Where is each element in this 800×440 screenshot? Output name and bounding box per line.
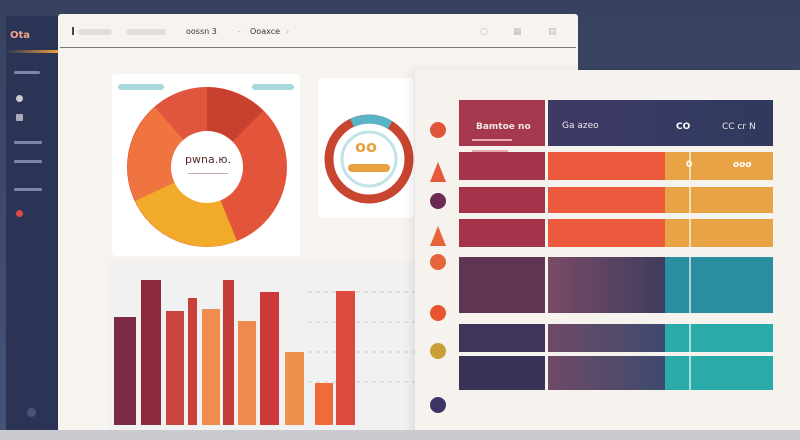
header-label: CO xyxy=(676,122,691,132)
header-label: Ga azeo xyxy=(562,121,599,131)
bar-5 xyxy=(202,309,220,425)
column-divider xyxy=(689,324,691,352)
table-cell[interactable] xyxy=(665,187,773,213)
breadcrumb-chevron: › xyxy=(286,27,290,36)
table-cell[interactable] xyxy=(665,152,773,180)
header-divider xyxy=(60,47,576,48)
minus-icon xyxy=(430,305,446,321)
ring-segment xyxy=(350,114,393,129)
column-divider xyxy=(689,152,691,180)
table-cell[interactable] xyxy=(548,324,665,352)
orb-icon xyxy=(430,193,446,209)
cell-value: ooo xyxy=(733,160,752,170)
sidebar-item[interactable] xyxy=(14,188,42,191)
tab-placeholder[interactable] xyxy=(78,29,112,35)
table-cell[interactable] xyxy=(665,324,773,352)
table-cell[interactable] xyxy=(459,152,545,180)
sidebar xyxy=(6,16,58,440)
bar-1 xyxy=(114,317,136,425)
sidebar-item-icon[interactable] xyxy=(16,114,23,121)
table-cell[interactable] xyxy=(548,257,665,313)
donut-center-line xyxy=(188,173,228,174)
donut-chart xyxy=(127,87,287,247)
bar-2 xyxy=(141,280,161,425)
header-label: Bamtoe no xyxy=(476,122,531,132)
ring-chart xyxy=(324,114,414,204)
table-cell[interactable] xyxy=(459,187,545,213)
taskbar xyxy=(0,430,800,440)
ring-bar xyxy=(348,164,390,172)
bar-3 xyxy=(166,311,184,425)
sidebar-item-icon[interactable] xyxy=(16,95,23,102)
table-cell[interactable] xyxy=(548,152,665,180)
bar-11 xyxy=(336,291,355,425)
breadcrumb-item[interactable]: oossn 3 xyxy=(186,27,217,36)
bar-7 xyxy=(238,321,256,425)
orb-icon xyxy=(430,254,446,270)
apps-icon[interactable]: ▤ xyxy=(548,27,557,37)
pin-icon xyxy=(430,122,446,138)
card-label-bar xyxy=(118,84,164,90)
sidebar-alert-icon[interactable] xyxy=(16,210,23,217)
table-header-cell[interactable] xyxy=(459,100,545,146)
column-divider xyxy=(689,356,691,390)
breadcrumb-separator: - xyxy=(238,27,241,36)
header-line xyxy=(472,150,508,152)
search-icon[interactable]: ○ xyxy=(480,27,488,37)
table-cell[interactable] xyxy=(459,356,545,390)
card-label-bar xyxy=(252,84,294,90)
table-cell[interactable] xyxy=(548,356,665,390)
menu-icon[interactable] xyxy=(72,27,74,35)
bar-8 xyxy=(260,292,279,425)
table-header-cell[interactable] xyxy=(548,100,773,146)
coin-icon xyxy=(430,343,446,359)
cone-icon xyxy=(430,162,446,182)
column-divider xyxy=(689,257,691,313)
table-cell[interactable] xyxy=(459,219,545,247)
sidebar-item[interactable] xyxy=(14,160,42,163)
grid-icon[interactable]: ▦ xyxy=(513,27,522,37)
breadcrumb-item[interactable]: Ooaxce xyxy=(250,27,281,36)
ring-center-value: oo xyxy=(355,137,377,156)
bar-10 xyxy=(315,383,333,425)
table-cell[interactable] xyxy=(459,257,545,313)
tab-placeholder[interactable] xyxy=(126,29,166,35)
app-logo: Ota xyxy=(10,30,31,41)
cell-value: 0 xyxy=(686,160,693,170)
bar-4 xyxy=(188,298,197,425)
ring-inner xyxy=(340,130,398,188)
sidebar-item[interactable] xyxy=(14,71,40,74)
table-cell[interactable] xyxy=(665,257,773,313)
bar-chart xyxy=(114,280,418,425)
donut-center-label: pwna.ю. xyxy=(185,153,231,166)
column-divider xyxy=(689,187,691,213)
table-cell[interactable] xyxy=(548,187,665,213)
logo-accent xyxy=(6,50,58,53)
column-divider xyxy=(689,219,691,247)
donut-hole xyxy=(171,131,243,203)
header-label: CC cr N xyxy=(722,122,756,132)
donut-slice xyxy=(127,107,207,201)
bar-6 xyxy=(223,280,234,425)
minus-icon xyxy=(430,397,446,413)
header-line xyxy=(472,139,512,141)
sidebar-item[interactable] xyxy=(14,141,42,144)
user-avatar-icon[interactable] xyxy=(27,408,36,417)
bar-9 xyxy=(285,352,304,425)
table-cell[interactable] xyxy=(665,219,773,247)
cone-icon xyxy=(430,226,446,246)
table-cell[interactable] xyxy=(459,324,545,352)
table-cell[interactable] xyxy=(665,356,773,390)
table-cell[interactable] xyxy=(548,219,665,247)
